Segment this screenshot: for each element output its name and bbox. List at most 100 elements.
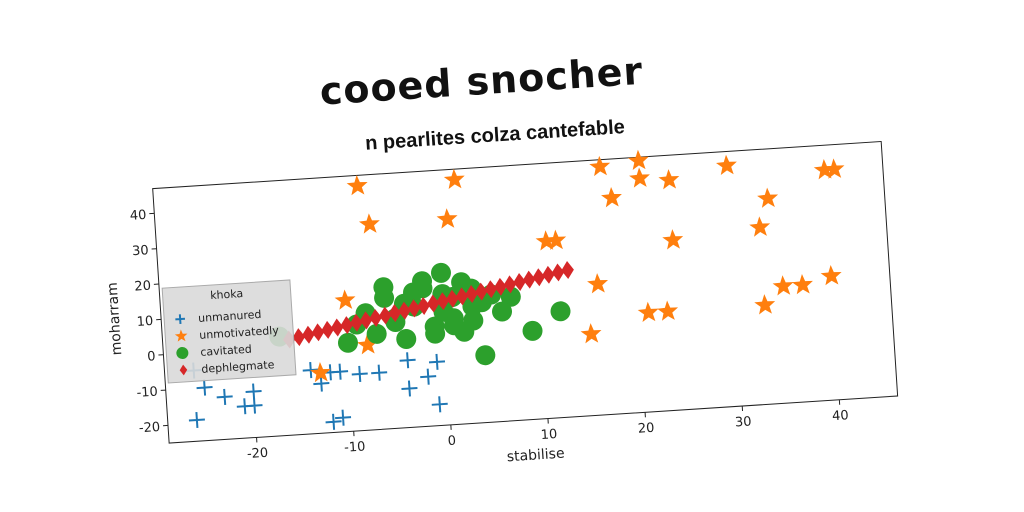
y-tick-label: 20 <box>134 279 151 295</box>
diamond-marker <box>417 296 430 315</box>
diamond-marker <box>542 265 555 284</box>
chart-title: cooed snocher <box>318 49 644 114</box>
legend-label: unmotivatedly <box>199 324 280 342</box>
plus-marker <box>371 364 388 381</box>
star-marker <box>629 167 650 188</box>
star-marker <box>358 213 380 234</box>
plus-marker <box>246 397 263 414</box>
diamond-marker <box>340 316 354 335</box>
star-marker <box>662 229 684 250</box>
y-tick-label: 30 <box>132 243 149 259</box>
plus-marker <box>351 365 368 383</box>
y-tick-label: 10 <box>136 314 153 330</box>
y-tick-label: 0 <box>147 349 156 365</box>
star-marker <box>356 334 378 355</box>
plus-marker <box>175 314 186 324</box>
star-marker <box>637 301 659 322</box>
star-marker <box>823 158 845 179</box>
diamond-marker <box>179 364 188 376</box>
diamond-marker <box>446 289 459 308</box>
y-axis-label: moharram <box>105 282 126 356</box>
axes-frame <box>152 140 899 444</box>
circle-marker <box>366 323 387 344</box>
circle-marker <box>462 296 483 317</box>
diamond-marker <box>474 282 488 301</box>
legend-label: cavitated <box>200 343 252 359</box>
x-tick-label: 0 <box>447 434 456 450</box>
legend-box <box>161 279 297 384</box>
plus-marker <box>188 411 205 429</box>
x-tick-label: -20 <box>247 446 269 462</box>
diamond-marker <box>503 275 517 294</box>
diamond-marker <box>321 320 334 339</box>
star-marker <box>657 300 679 321</box>
circle-marker <box>425 323 446 344</box>
star-marker <box>589 155 611 177</box>
x-tick-label: -10 <box>344 439 366 455</box>
star-marker <box>716 154 737 176</box>
circle-marker <box>412 271 433 292</box>
y-tick-label: 40 <box>129 208 146 224</box>
y-tick-label: -10 <box>136 385 158 401</box>
plus-marker <box>325 413 342 430</box>
star-marker <box>757 187 779 208</box>
diamond-marker <box>522 270 536 289</box>
plus-marker <box>332 363 349 380</box>
diamond-marker <box>465 285 478 303</box>
diamond-marker <box>311 323 325 342</box>
star-marker <box>749 216 771 237</box>
x-tick-label: 10 <box>540 427 557 443</box>
plus-marker <box>313 375 330 392</box>
plus-marker <box>401 380 418 397</box>
star-marker <box>436 208 458 229</box>
star-marker <box>310 361 331 383</box>
diamond-marker <box>369 308 382 327</box>
x-tick-label: 40 <box>832 408 849 424</box>
circle-marker <box>492 301 513 322</box>
circle-marker <box>522 320 543 341</box>
plus-marker <box>245 383 262 400</box>
star-marker <box>791 274 813 295</box>
plus-marker <box>216 388 233 405</box>
diamond-marker <box>561 261 574 280</box>
star-marker <box>754 294 776 315</box>
diamond-marker <box>494 277 507 296</box>
star-marker <box>334 289 356 310</box>
diamond-marker <box>436 292 450 311</box>
star-marker <box>545 229 567 250</box>
diamond-marker <box>350 313 363 332</box>
circle-marker <box>396 329 417 350</box>
legend: khoka unmanuredunmotivatedlycavitateddeph… <box>161 279 297 384</box>
diamond-marker <box>551 263 565 282</box>
plus-marker <box>399 352 416 369</box>
legend-title: khoka <box>210 287 244 302</box>
diamond-marker <box>407 299 421 318</box>
plus-marker <box>335 409 352 426</box>
star-marker <box>658 169 680 190</box>
legend-label: unmanured <box>198 308 262 325</box>
circle-marker <box>500 286 521 307</box>
plus-marker <box>428 353 446 370</box>
star-marker <box>580 323 602 344</box>
circle-marker <box>550 301 571 322</box>
plus-marker <box>431 396 448 413</box>
plus-marker <box>420 368 437 385</box>
diamond-marker <box>398 301 411 320</box>
x-tick-label: 30 <box>735 414 752 430</box>
diamond-marker <box>513 273 526 291</box>
plot-area: -20 -10 0 10 20 30 40 -20 -10 0 10 20 30 40 stabilise m… <box>105 140 899 465</box>
diamond-marker <box>378 306 392 325</box>
plus-marker <box>196 379 213 396</box>
diamond-marker <box>426 294 440 313</box>
circle-marker <box>373 277 394 298</box>
x-tick-label: 20 <box>637 421 654 437</box>
circle-marker <box>444 315 465 336</box>
y-tick-label: -20 <box>138 420 160 436</box>
legend-label: dephlegmate <box>201 358 275 376</box>
rotated-figure: cooed snocher n pearlites colza cantefab… <box>105 49 899 465</box>
star-marker <box>601 187 622 208</box>
diamond-marker <box>330 318 344 337</box>
diamond-marker <box>484 280 498 299</box>
